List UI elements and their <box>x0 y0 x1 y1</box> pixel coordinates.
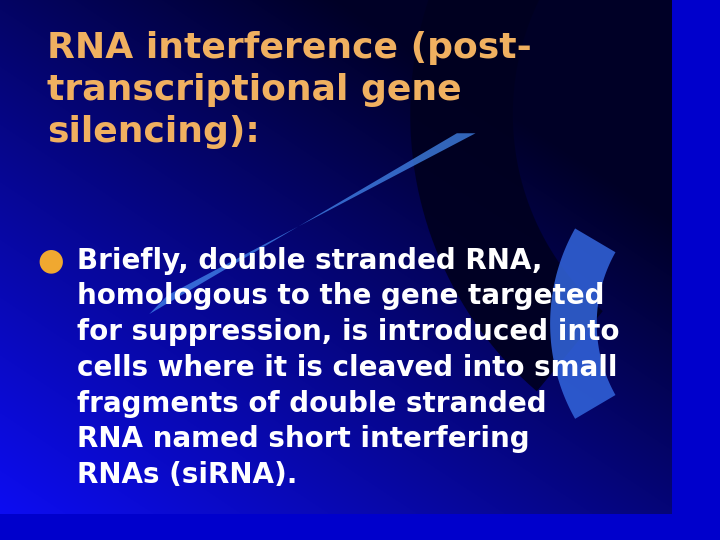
Text: ●: ● <box>37 247 63 276</box>
Polygon shape <box>149 133 475 314</box>
Text: Briefly, double stranded RNA,
homologous to the gene targeted
for suppression, i: Briefly, double stranded RNA, homologous… <box>77 247 620 489</box>
Polygon shape <box>410 0 720 392</box>
Text: RNA interference (post-
transcriptional gene
silencing):: RNA interference (post- transcriptional … <box>47 31 532 149</box>
Polygon shape <box>550 228 616 419</box>
